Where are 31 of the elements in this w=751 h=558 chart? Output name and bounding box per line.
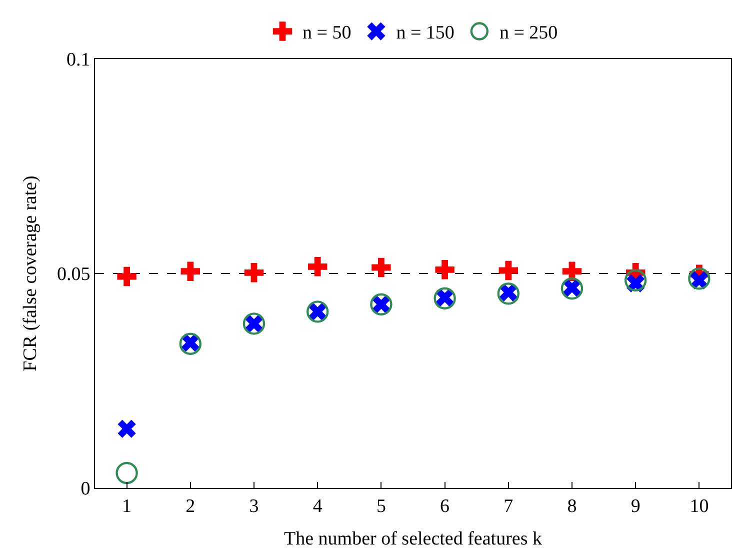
x-tick-label: 1 bbox=[122, 496, 132, 517]
point bbox=[116, 462, 138, 484]
legend-label: n = 150 bbox=[396, 22, 454, 44]
y-tick-label: 0.05 bbox=[56, 264, 90, 286]
x-tick-label: 2 bbox=[186, 496, 196, 517]
point bbox=[118, 420, 136, 438]
x-tick-label: 9 bbox=[630, 496, 640, 517]
point bbox=[688, 268, 710, 290]
point bbox=[244, 263, 264, 282]
point bbox=[308, 257, 328, 276]
x-tick-label: 10 bbox=[690, 496, 709, 517]
x-tick-label: 5 bbox=[376, 496, 386, 517]
point bbox=[180, 262, 200, 281]
x-axis-title: The number of selected features k bbox=[284, 528, 542, 550]
x-tick-label: 4 bbox=[312, 496, 323, 517]
x-tick-label: 6 bbox=[440, 496, 450, 517]
x-tick-label: 7 bbox=[504, 496, 514, 517]
y-tick-label: 0 bbox=[80, 478, 90, 500]
legend-label: n = 50 bbox=[302, 22, 352, 44]
y-axis-title: FCR (false coverage rate) bbox=[20, 176, 41, 372]
point bbox=[117, 266, 136, 286]
point bbox=[372, 258, 391, 278]
point bbox=[498, 260, 518, 280]
legend-label: n = 250 bbox=[499, 22, 558, 44]
y-tick-label: 0.1 bbox=[66, 50, 90, 71]
point bbox=[624, 269, 647, 292]
point bbox=[497, 282, 520, 305]
x-tick-label: 8 bbox=[567, 496, 577, 517]
point bbox=[435, 260, 454, 280]
x-tick-label: 3 bbox=[249, 496, 259, 517]
point bbox=[562, 262, 582, 281]
